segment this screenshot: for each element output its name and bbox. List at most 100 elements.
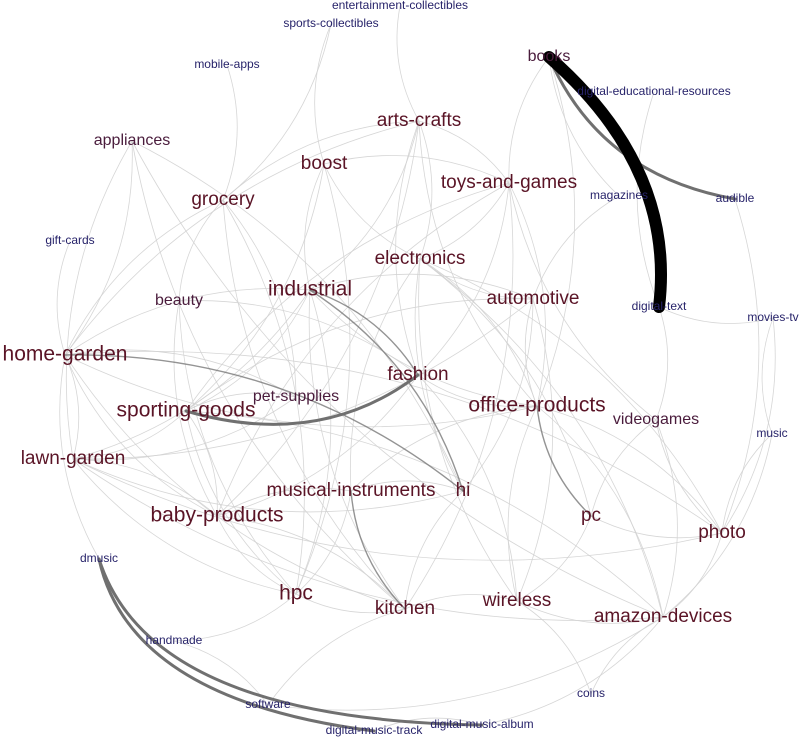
edge-fashion-toys-and-games [417,182,510,376]
nodes-layer: entertainment-collectibles sports-collect… [3,0,799,737]
edge-books-toys-and-games [508,56,550,184]
edge-arts-crafts-grocery [222,120,420,201]
edge-fashion-sporting-goods [184,373,420,426]
edge-lawn-garden-photo [72,458,723,561]
node-label-toys-and-games: toys-and-games [441,172,577,193]
edge-toys-and-games-videogames [508,182,657,421]
node-label-entertainment-collectibles: entertainment-collectibles [332,0,468,12]
node-label-gift-cards: gift-cards [45,233,94,247]
edge-movies-tv-photo [721,317,776,534]
edge-magazines-automotive [532,195,620,300]
edge-pet-supplies-lawn-garden [72,396,297,461]
edge-automotive-office-products [524,298,538,407]
edge-dmusic-digital-music-album [97,557,484,727]
edge-grocery-pet-supplies [222,199,297,398]
edge-hpc-kitchen [295,593,406,614]
edge-pet-supplies-sporting-goods [185,392,297,412]
edge-industrial-hpc [295,289,332,595]
node-label-appliances: appliances [94,132,171,149]
edge-sports-collectibles-boost [314,23,332,165]
node-label-pc: pc [581,505,601,526]
node-label-fashion: fashion [387,364,448,385]
node-label-home-garden: home-garden [3,343,128,366]
edge-lawn-garden-hpc [72,458,297,595]
edge-entertainment-collectibles-arts-crafts [396,5,420,122]
node-label-photo: photo [698,522,746,543]
edge-home-garden-lawn-garden [64,354,80,460]
edge-digital-educational-resources-digital-text [636,91,660,308]
edge-office-products-photo [536,405,723,534]
edge-industrial-automotive [309,273,534,300]
node-label-music: music [756,426,787,440]
node-label-musical-instruments: musical-instruments [267,480,436,501]
node-label-software: software [245,697,291,711]
edge-sports-collectibles-grocery [222,23,332,201]
node-label-baby-products: baby-products [150,504,283,527]
edge-grocery-beauty [178,199,224,302]
edge-musical-instruments-hpc [295,490,352,595]
edge-fashion-wireless [417,374,518,602]
edge-boost-electronics [323,163,421,260]
edge-handmade-hpc [173,593,297,642]
node-label-arts-crafts: arts-crafts [377,110,461,131]
edge-coins-wireless [516,600,592,695]
node-label-books: books [528,48,571,65]
edge-fashion-office-products [417,374,538,408]
node-label-digital-music-album: digital-music-album [430,717,533,731]
edge-home-garden-hi [64,354,464,492]
edges-layer [56,5,776,733]
edge-musical-instruments-hi [350,480,464,492]
edge-home-garden-baby-products [64,354,218,517]
edge-digital-music-album-amazon-devices [481,616,664,726]
edge-dmusic-digital-music-track [97,557,376,733]
edge-boost-toys-and-games [323,155,510,184]
node-label-coins: coins [577,686,605,700]
edge-arts-crafts-office-products [418,120,538,407]
edge-lawn-garden-baby-products [72,458,218,517]
edge-electronics-amazon-devices [419,258,664,618]
edge-arts-crafts-baby-products [216,120,420,517]
node-label-office-products: office-products [468,394,605,417]
edge-industrial-sporting-goods [185,289,311,412]
node-label-handmade: handmade [146,633,203,647]
edge-sporting-goods-lawn-garden [72,410,187,460]
edge-hi-kitchen [404,490,464,610]
edge-appliances-home-garden [64,140,133,356]
edge-automotive-wireless [516,298,554,602]
edge-arts-crafts-toys-and-games [418,120,510,184]
node-label-mobile-apps: mobile-apps [194,57,259,71]
edge-sporting-goods-amazon-devices [185,410,664,618]
edge-office-products-musical-instruments [350,405,538,492]
node-label-electronics: electronics [375,248,466,269]
edge-toys-and-games-office-products [508,182,546,407]
node-label-wireless: wireless [482,590,552,611]
node-label-magazines: magazines [590,188,648,202]
node-label-audible: audible [716,191,755,205]
edge-books-digital-text [543,51,667,313]
edge-beauty-fashion [178,300,419,376]
edge-boost-sporting-goods [185,163,325,412]
edge-photo-amazon-devices [662,532,723,618]
edge-audible-photo [721,198,760,534]
edge-arts-crafts-electronics [418,120,433,260]
node-label-automotive: automotive [487,288,580,309]
edge-musical-instruments-kitchen [350,490,406,610]
node-label-amazon-devices: amazon-devices [594,606,732,627]
edge-videogames-pc [590,419,657,517]
edge-industrial-kitchen [308,289,406,610]
edge-kitchen-wireless [404,594,518,610]
edge-lawn-garden-amazon-devices [72,458,664,621]
edge-office-products-amazon-devices [536,405,664,618]
node-label-industrial: industrial [268,278,352,301]
node-label-lawn-garden: lawn-garden [21,448,126,469]
edge-videogames-amazon-devices [655,419,678,618]
edge-digital-music-track-digital-music-album [373,717,483,732]
node-label-videogames: videogames [613,411,699,428]
edge-baby-products-kitchen [216,515,406,610]
edge-digital-text-videogames [655,306,669,421]
edge-beauty-baby-products [173,300,218,517]
edge-home-garden-photo [64,351,723,534]
node-label-hi: hi [456,480,471,501]
edge-pc-wireless [516,515,592,602]
